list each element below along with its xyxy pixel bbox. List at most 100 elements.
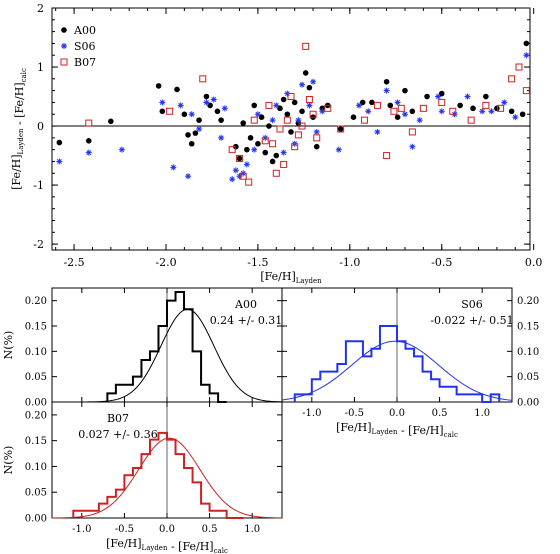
point-a00 <box>350 114 357 120</box>
point-b07 <box>522 87 530 95</box>
point-s06 <box>374 128 381 135</box>
point-a00 <box>258 114 265 120</box>
point-a00 <box>108 118 114 125</box>
point-s06 <box>203 99 210 106</box>
point-a00 <box>188 140 195 147</box>
point-a00 <box>523 40 530 47</box>
point-s06 <box>251 146 258 153</box>
point-a00 <box>438 90 445 97</box>
point-s06 <box>394 99 401 106</box>
s06-title: S06 <box>461 298 483 311</box>
b07-y-tick-label: 0.10 <box>25 462 47 473</box>
point-a00 <box>244 146 250 153</box>
x-tick-label: -0.5 <box>431 256 452 269</box>
a00-y-tick-label: 0.00 <box>25 398 47 409</box>
b07-gaussian-fit <box>51 437 283 519</box>
point-a00 <box>269 158 276 165</box>
point-b07 <box>199 75 207 83</box>
point-s06 <box>438 108 445 115</box>
legend-marker-a00 <box>61 27 67 33</box>
point-s06 <box>210 96 217 103</box>
point-b07 <box>85 119 93 127</box>
point-b07 <box>373 101 381 109</box>
point-s06 <box>310 78 317 85</box>
point-s06 <box>196 126 203 132</box>
y-tick-label: 0 <box>37 120 44 133</box>
point-b07 <box>280 160 288 168</box>
point-a00 <box>313 143 320 150</box>
point-b07 <box>283 116 291 124</box>
point-b07 <box>239 172 247 180</box>
s06-y-tick-label: 0.20 <box>517 296 539 307</box>
point-b07 <box>309 110 317 118</box>
b07-y-tick-label: 0.20 <box>25 410 47 421</box>
legend-label-s06: S06 <box>74 40 96 53</box>
point-s06 <box>232 167 239 174</box>
point-s06 <box>185 173 192 180</box>
point-a00 <box>470 105 476 112</box>
point-s06 <box>170 164 177 171</box>
y-tick-label: 1 <box>37 61 44 74</box>
point-a00 <box>494 105 500 112</box>
point-b07 <box>269 140 277 148</box>
point-b07 <box>337 125 345 133</box>
point-a00 <box>383 78 390 85</box>
b07-x-tick-label: 0.0 <box>159 524 175 535</box>
point-s06 <box>85 149 92 156</box>
point-s06 <box>218 134 225 141</box>
point-b07 <box>265 101 273 109</box>
point-b07 <box>305 95 313 103</box>
b07-x-tick-label: 0.5 <box>202 524 218 535</box>
point-b07 <box>419 104 427 112</box>
point-s06 <box>435 93 442 100</box>
s06-x-tick-label: 0.0 <box>389 408 405 419</box>
point-a00 <box>394 114 401 120</box>
point-a00 <box>236 155 243 162</box>
point-a00 <box>159 108 166 115</box>
a00-y-label: N(%) <box>2 331 15 360</box>
x-tick-label: -1.0 <box>339 256 360 269</box>
scatter-frame <box>51 7 531 251</box>
point-s06 <box>243 161 250 168</box>
point-s06 <box>501 99 508 106</box>
y-tick-label: -1 <box>33 179 44 192</box>
point-s06 <box>313 128 320 135</box>
point-a00 <box>247 135 254 141</box>
point-a00 <box>299 108 305 115</box>
b07-x-tick-label: -0.5 <box>115 524 134 535</box>
point-a00 <box>277 105 283 112</box>
point-b07 <box>361 116 369 124</box>
point-b07 <box>298 122 306 130</box>
point-b07 <box>515 63 523 71</box>
s06-y-tick-label: 0.05 <box>517 372 539 383</box>
point-a00 <box>192 130 199 136</box>
point-b07 <box>313 134 321 142</box>
s06-x-tick-label: -1.0 <box>302 408 321 419</box>
point-s06 <box>409 143 416 150</box>
point-a00 <box>196 117 202 123</box>
a00-y-tick-label: 0.15 <box>25 322 47 333</box>
point-s06 <box>273 102 280 109</box>
legend-marker-s06 <box>61 43 67 49</box>
point-b07 <box>324 104 332 112</box>
point-s06 <box>221 105 228 112</box>
point-b07 <box>236 155 244 163</box>
a00-y-tick-label: 0.05 <box>25 372 47 383</box>
point-b07 <box>245 178 253 186</box>
b07-x-tick-label: 1.0 <box>244 524 260 535</box>
point-a00 <box>233 143 239 150</box>
y-tick-label: -2 <box>33 238 44 251</box>
point-b07 <box>287 93 295 101</box>
legend-marker-b07 <box>60 58 68 66</box>
point-s06 <box>319 108 326 115</box>
s06-annotation: -0.022 +/- 0.51 <box>430 314 513 327</box>
point-b07 <box>390 107 398 115</box>
legend-label-a00: A00 <box>73 24 96 37</box>
x-tick-label: -1.5 <box>247 256 268 269</box>
point-a00 <box>280 96 287 103</box>
point-a00 <box>273 152 280 159</box>
point-s06 <box>512 114 519 121</box>
b07-y-tick-label: 0.15 <box>25 436 47 447</box>
point-a00 <box>85 138 92 144</box>
scatter-y-label: [Fe/H]Layden - [Fe/H]calc <box>10 68 28 190</box>
